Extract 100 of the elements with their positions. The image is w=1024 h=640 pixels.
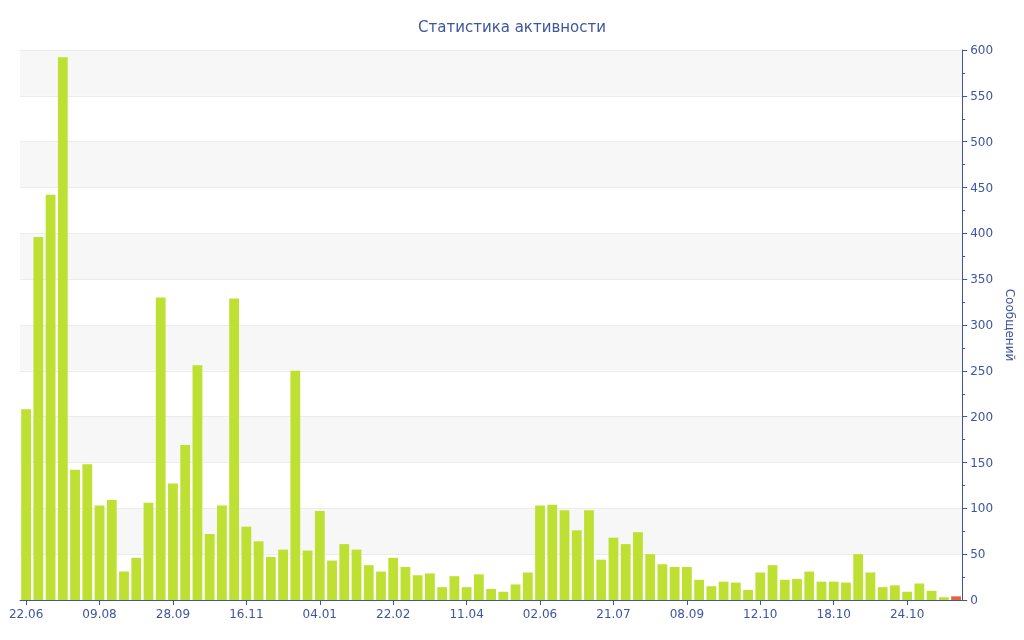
x-tick-label: 21.07	[596, 607, 631, 621]
bar	[400, 567, 411, 600]
y-tick-label: 600	[970, 43, 994, 57]
bar	[645, 554, 656, 600]
bar	[816, 581, 827, 600]
y-tick-label: 450	[970, 180, 994, 195]
bar	[743, 589, 753, 600]
bar	[657, 564, 668, 600]
bar	[535, 505, 545, 600]
bar	[841, 582, 851, 600]
bar	[865, 572, 876, 600]
bar	[376, 571, 386, 600]
bar	[926, 590, 937, 600]
y-axis-title: Сообщений	[1003, 288, 1017, 362]
bar	[57, 57, 68, 600]
bar	[217, 505, 227, 600]
y-tick-label: 200	[970, 409, 994, 424]
bar	[633, 532, 643, 600]
bar	[486, 589, 496, 600]
x-tick-label: 12.10	[743, 607, 778, 621]
x-tick-label: 09.08	[82, 607, 117, 621]
bar	[828, 581, 839, 600]
bar	[437, 587, 448, 600]
bar	[620, 544, 631, 600]
bar	[314, 511, 325, 600]
bar	[302, 550, 313, 600]
bar	[767, 565, 778, 600]
y-tick-label: 250	[970, 363, 994, 378]
bar	[425, 573, 435, 600]
y-tick-label: 550	[970, 88, 994, 103]
bar	[522, 572, 533, 600]
bar	[681, 567, 692, 600]
x-tick-label: 04.01	[302, 607, 337, 621]
bar	[155, 297, 166, 600]
bar	[278, 549, 288, 600]
bar	[351, 549, 362, 600]
x-tick-label: 02.06	[522, 607, 558, 621]
x-tick-label: 18.10	[816, 607, 851, 621]
bar	[792, 578, 802, 600]
bar	[547, 504, 558, 600]
bar	[706, 586, 717, 600]
x-tick-label: 11.04	[449, 607, 484, 621]
bar	[853, 554, 864, 600]
y-tick-label: 50	[970, 547, 986, 562]
bar	[449, 576, 460, 600]
bar	[45, 194, 56, 600]
chart-title: Статистика активности	[418, 17, 606, 36]
bar	[498, 591, 509, 600]
y-tick-label: 300	[970, 318, 994, 332]
bar	[94, 505, 105, 600]
bar	[229, 298, 240, 600]
bar	[890, 585, 900, 600]
bar	[327, 560, 337, 600]
x-tick-label: 16.11	[229, 607, 264, 621]
bar	[804, 571, 815, 600]
bar	[388, 557, 399, 600]
y-tick-label: 100	[970, 501, 994, 516]
bar	[253, 541, 264, 600]
y-tick-label: 350	[970, 272, 994, 287]
x-tick-label: 22.02	[376, 607, 411, 621]
bar	[559, 510, 570, 600]
bar	[82, 464, 93, 600]
bar	[180, 445, 191, 600]
y-tick-label: 400	[970, 226, 994, 241]
bar	[938, 597, 949, 600]
bar	[596, 559, 607, 600]
bar	[951, 596, 961, 600]
bar	[510, 584, 521, 600]
bar	[730, 582, 741, 600]
bar	[755, 572, 766, 600]
bar	[131, 557, 142, 600]
bar	[204, 534, 215, 600]
bar	[33, 237, 44, 600]
x-tick-label: 08.09	[669, 607, 705, 621]
bar	[718, 581, 729, 600]
bar	[290, 370, 301, 600]
bar	[461, 587, 472, 600]
bar	[265, 556, 276, 600]
bar	[694, 579, 705, 600]
bar	[877, 587, 888, 600]
bar	[241, 526, 252, 600]
bar	[608, 537, 619, 600]
y-tick-label: 500	[970, 134, 994, 149]
y-tick-label: 0	[970, 593, 978, 607]
bar	[669, 567, 680, 600]
bar	[192, 365, 203, 600]
bar	[70, 469, 80, 600]
bar	[339, 544, 350, 600]
bar	[571, 530, 582, 600]
bar	[143, 502, 154, 600]
bar	[412, 575, 423, 600]
bar	[779, 579, 790, 600]
x-tick-label: 22.06	[8, 607, 44, 621]
x-tick-label: 28.09	[155, 607, 191, 621]
bar	[363, 565, 374, 600]
bar	[168, 483, 178, 600]
y-tick-label: 150	[970, 455, 994, 470]
bar	[119, 571, 129, 600]
x-tick-label: 24.10	[889, 607, 925, 621]
bar	[473, 574, 484, 600]
